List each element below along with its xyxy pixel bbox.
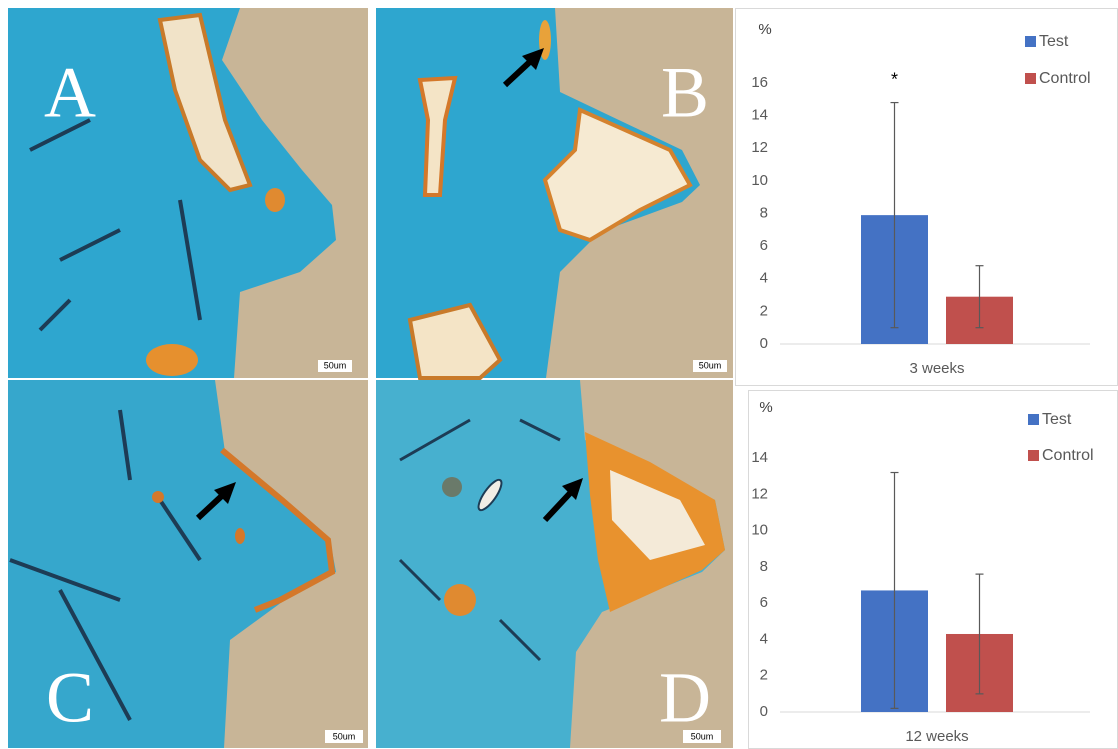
y-tick-label: 4 <box>760 630 768 647</box>
y-tick-label: 16 <box>751 74 768 91</box>
legend-swatch <box>1025 36 1036 47</box>
x-tick-label: 3 weeks <box>909 360 964 377</box>
y-tick-label: 8 <box>760 204 768 221</box>
scale-bar-label: 50um <box>333 731 356 741</box>
y-tick-label: 12 <box>751 485 768 502</box>
legend-label: Test <box>1042 411 1072 428</box>
legend-swatch <box>1028 414 1039 425</box>
y-tick-label: 0 <box>760 703 768 720</box>
y-tick-label: 6 <box>760 594 768 611</box>
y-axis-label: % <box>759 399 772 416</box>
panel-label: D <box>659 658 711 738</box>
panel-label: A <box>44 53 96 133</box>
y-tick-label: 10 <box>751 522 768 539</box>
x-tick-label: 12 weeks <box>905 728 968 745</box>
legend-label: Control <box>1039 70 1091 87</box>
annotation: * <box>891 69 898 89</box>
y-tick-label: 2 <box>760 667 768 684</box>
panel-label: B <box>661 53 709 133</box>
legend-swatch <box>1025 73 1036 84</box>
y-tick-label: 4 <box>760 270 768 287</box>
legend-label: Test <box>1039 33 1069 50</box>
y-tick-label: 6 <box>760 237 768 254</box>
y-tick-label: 14 <box>751 449 768 466</box>
chart-frame <box>749 391 1118 749</box>
figure: A50umB50umC50umD50um%02468101214163 week… <box>0 0 1118 749</box>
y-tick-label: 2 <box>760 302 768 319</box>
legend-label: Control <box>1042 447 1094 464</box>
scale-bar-label: 50um <box>691 731 714 741</box>
y-tick-label: 12 <box>751 139 768 156</box>
y-tick-label: 10 <box>751 172 768 189</box>
y-axis-label: % <box>758 21 771 38</box>
scale-bar-label: 50um <box>699 360 722 370</box>
panel-label: C <box>46 658 94 738</box>
y-tick-label: 14 <box>751 107 768 124</box>
y-tick-label: 0 <box>760 335 768 352</box>
legend-swatch <box>1028 450 1039 461</box>
y-tick-label: 8 <box>760 558 768 575</box>
scale-bar-label: 50um <box>324 360 347 370</box>
